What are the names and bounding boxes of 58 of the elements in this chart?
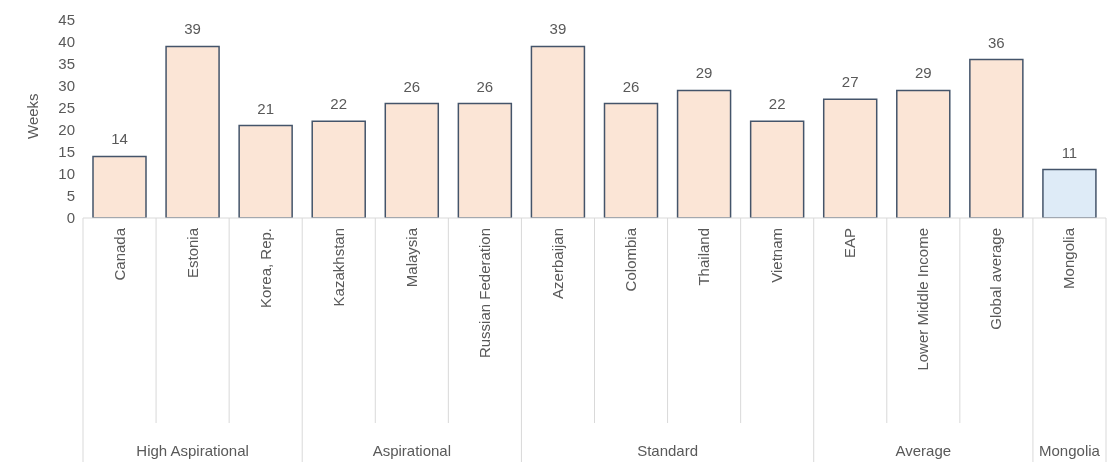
bar xyxy=(530,45,586,218)
bar xyxy=(822,98,878,218)
bar xyxy=(238,124,293,218)
x-tick-label: Estonia xyxy=(183,227,201,279)
data-label: 22 xyxy=(330,95,348,113)
text: Standard xyxy=(637,442,699,459)
bar xyxy=(749,120,805,218)
data-label: 27 xyxy=(841,73,859,91)
y-tick-label: 35 xyxy=(58,55,75,73)
data-label: 14 xyxy=(111,130,128,148)
text: High Aspirational xyxy=(136,442,249,459)
x-tick-label: Azerbaijan xyxy=(548,228,566,299)
y-tick-label: 45 xyxy=(58,11,75,29)
text: Aspirational xyxy=(372,442,452,459)
x-tick-label: Malaysia xyxy=(402,227,420,288)
x-tick-label: EAP xyxy=(841,228,859,259)
y-tick-label: 20 xyxy=(58,121,75,139)
data-label: 26 xyxy=(476,77,494,95)
x-tick-label: Colombia xyxy=(622,227,640,292)
bar xyxy=(603,102,659,218)
y-axis-title: Weeks xyxy=(24,93,42,139)
data-label: 21 xyxy=(257,99,274,117)
bar xyxy=(896,89,951,218)
bar xyxy=(457,102,513,218)
x-tick-label: Global average xyxy=(987,228,1005,330)
data-label: 29 xyxy=(914,64,932,82)
y-tick-label: 10 xyxy=(58,165,75,183)
data-label: 36 xyxy=(988,33,1005,51)
data-label: 26 xyxy=(403,77,421,95)
x-tick-label: Korea, Rep. xyxy=(256,228,274,309)
y-tick-label: 30 xyxy=(58,77,75,95)
data-label: 26 xyxy=(622,77,640,95)
y-tick-label: 5 xyxy=(66,187,75,205)
data-label: 39 xyxy=(184,20,201,38)
data-label: 11 xyxy=(1061,143,1078,161)
bar xyxy=(384,102,440,218)
x-tick-label: Canada xyxy=(110,227,128,281)
data-label: 22 xyxy=(768,95,786,113)
bar xyxy=(969,58,1024,218)
x-tick-label: Vietnam xyxy=(768,228,786,283)
data-label: 39 xyxy=(549,20,567,38)
bar xyxy=(165,45,220,218)
y-tick-label: 25 xyxy=(58,99,75,117)
x-tick-label: Mongolia xyxy=(1060,227,1078,289)
x-tick-label: Lower Middle Income xyxy=(914,228,932,371)
text: Mongolia xyxy=(1039,442,1101,459)
text: Average xyxy=(895,442,952,459)
y-tick-label: 0 xyxy=(66,209,75,227)
bar xyxy=(92,155,147,218)
x-tick-label: Kazakhstan xyxy=(329,228,347,307)
data-label: 29 xyxy=(695,64,713,82)
x-tick-label: Russian Federation xyxy=(475,228,493,359)
bar xyxy=(311,120,366,218)
y-tick-label: 15 xyxy=(58,143,75,161)
y-tick-label: 40 xyxy=(58,33,75,51)
x-tick-label: Thailand xyxy=(695,228,713,286)
bar xyxy=(676,89,732,218)
bar xyxy=(1042,168,1097,218)
